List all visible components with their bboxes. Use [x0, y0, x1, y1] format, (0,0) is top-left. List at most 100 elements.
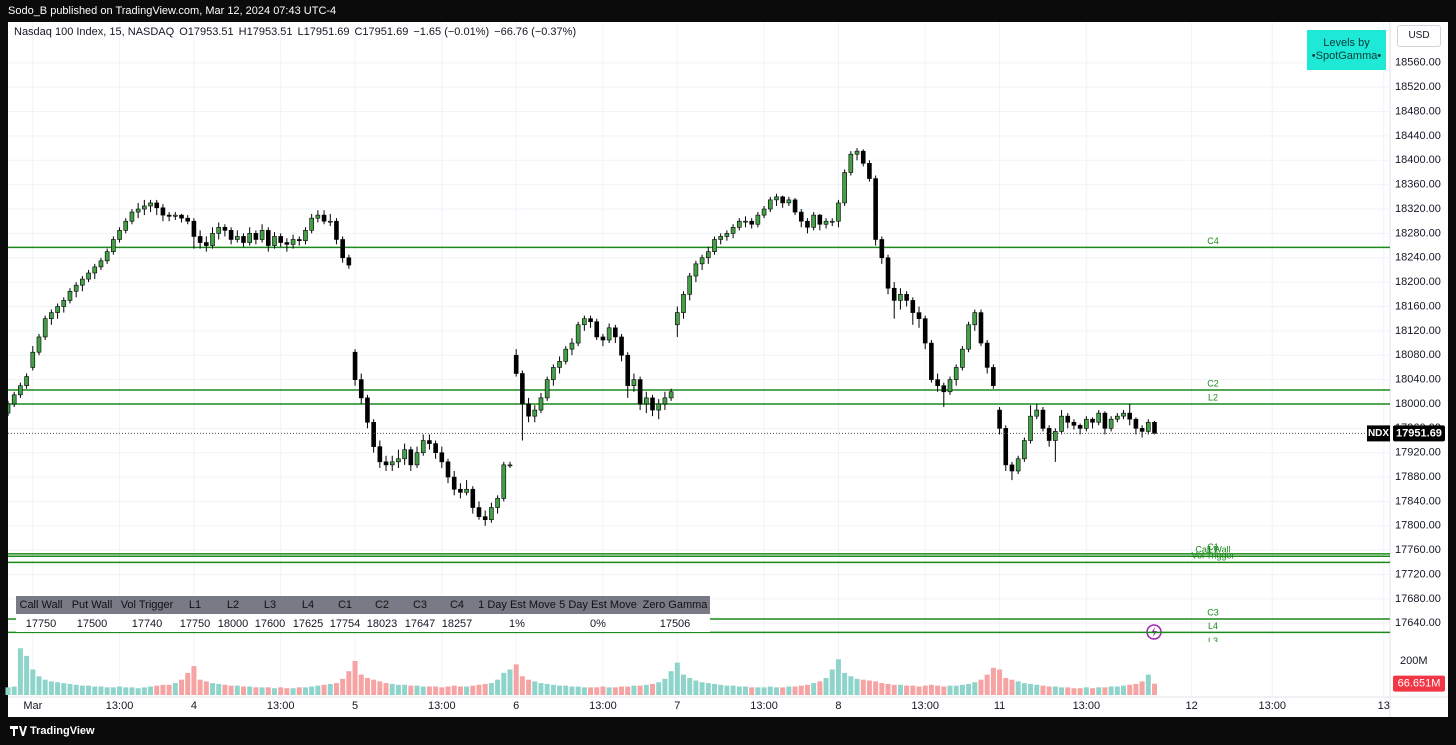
- candle-body: [507, 464, 513, 467]
- y-tick-label: 18120.00: [1395, 325, 1441, 337]
- volume-bar: [941, 686, 947, 695]
- candle-body: [922, 318, 928, 344]
- volume-bar: [296, 687, 302, 695]
- candle-body: [30, 351, 36, 368]
- volume-bar: [1059, 687, 1065, 695]
- volume-bar: [699, 682, 705, 695]
- candle-body: [1108, 418, 1114, 429]
- volume-bar: [451, 685, 457, 695]
- candle-body: [978, 312, 984, 344]
- x-tick-label: 7: [674, 700, 680, 712]
- volume-bar: [216, 683, 222, 695]
- table-value: 17506: [660, 618, 691, 630]
- candle-body: [848, 153, 854, 173]
- table-header: L3: [264, 599, 276, 611]
- table-value: 17647: [405, 618, 436, 630]
- volume-bar: [786, 686, 792, 695]
- volume-bar: [656, 682, 662, 695]
- legend-value: C17951.69: [354, 26, 409, 38]
- volume-bar: [730, 685, 736, 695]
- volume-bar: [581, 687, 587, 695]
- volume-bar: [1133, 683, 1139, 695]
- volume-bar: [674, 662, 680, 695]
- volume-bar: [476, 684, 482, 695]
- candle-body: [210, 233, 215, 246]
- badge-line: •SpotGamma•: [1311, 50, 1382, 62]
- candle-body: [222, 227, 228, 231]
- candle-body: [712, 239, 717, 252]
- x-tick-label: 13:00: [267, 700, 295, 712]
- candle-body: [705, 251, 711, 259]
- candle-body: [1096, 412, 1102, 423]
- volume-bar: [916, 686, 922, 695]
- volume-bar: [606, 687, 612, 695]
- volume-bar: [742, 686, 748, 695]
- volume-bar: [48, 681, 54, 695]
- candle-body: [842, 172, 847, 204]
- table-value: 18000: [218, 618, 249, 630]
- x-tick-label: 5: [352, 700, 358, 712]
- badge: Levels by •SpotGamma•: [1307, 30, 1386, 70]
- candle-body: [402, 449, 407, 460]
- candle-body: [1053, 431, 1058, 441]
- table-header: 5 Day Est Move: [559, 599, 637, 611]
- candle-body: [458, 488, 463, 493]
- candle-body: [526, 403, 531, 417]
- level-label: C4: [1207, 236, 1219, 246]
- volume-bar: [612, 687, 618, 695]
- volume-bar: [550, 684, 556, 695]
- candle-body: [898, 294, 903, 301]
- volume-bar: [749, 687, 755, 695]
- candle-body: [86, 272, 91, 280]
- candle-body: [8, 403, 11, 414]
- candle-body: [798, 211, 804, 222]
- x-tick-label: 13:00: [1073, 700, 1101, 712]
- candle-body: [947, 379, 953, 393]
- level-label: C2: [1207, 378, 1219, 388]
- volume-bar: [426, 686, 432, 695]
- candle-body: [929, 342, 934, 380]
- x-tick-label: 12: [1186, 700, 1198, 712]
- y-tick-label: 17920.00: [1395, 447, 1441, 459]
- candle-body: [805, 220, 810, 228]
- candle-body: [941, 385, 947, 393]
- volume-bar: [718, 684, 724, 695]
- candle-body: [699, 257, 705, 265]
- candle-body: [148, 202, 153, 207]
- volume-bar: [997, 669, 1003, 695]
- volume-bar: [866, 680, 872, 695]
- volume-bar: [55, 682, 61, 695]
- volume-bar: [891, 684, 897, 695]
- x-tick-label: 13: [1378, 700, 1390, 712]
- volume-bar: [1052, 686, 1058, 695]
- candle-body: [637, 379, 643, 405]
- volume-bar: [321, 684, 327, 695]
- candle-body: [253, 233, 259, 240]
- badge-line: Levels by: [1323, 37, 1370, 49]
- volume-bar: [259, 687, 265, 695]
- volume-bar: [904, 685, 910, 695]
- candle-body: [24, 376, 29, 386]
- volume-bar: [761, 687, 767, 695]
- candle-body: [532, 409, 538, 417]
- candle-body: [451, 476, 457, 490]
- y-tick-label: 18240.00: [1395, 252, 1441, 264]
- candle-body: [829, 220, 835, 223]
- candle-body: [334, 220, 339, 240]
- candle-body: [476, 507, 482, 517]
- volume-bar: [5, 687, 11, 695]
- candle-body: [265, 230, 271, 246]
- candle-body: [42, 318, 48, 338]
- volume-bar: [464, 686, 470, 695]
- table-header: Vol Trigger: [121, 599, 174, 611]
- currency[interactable]: USD: [1397, 25, 1441, 47]
- volume-bar: [1034, 684, 1040, 695]
- y-tick-label: 18440.00: [1395, 130, 1441, 142]
- volume-bar: [98, 686, 104, 695]
- candle-body: [966, 324, 971, 350]
- x-tick-label: 11: [994, 700, 1005, 712]
- candle-body: [408, 449, 414, 466]
- volume-bar: [439, 687, 445, 695]
- table-header: C1: [338, 599, 352, 611]
- volume-bar: [420, 686, 426, 695]
